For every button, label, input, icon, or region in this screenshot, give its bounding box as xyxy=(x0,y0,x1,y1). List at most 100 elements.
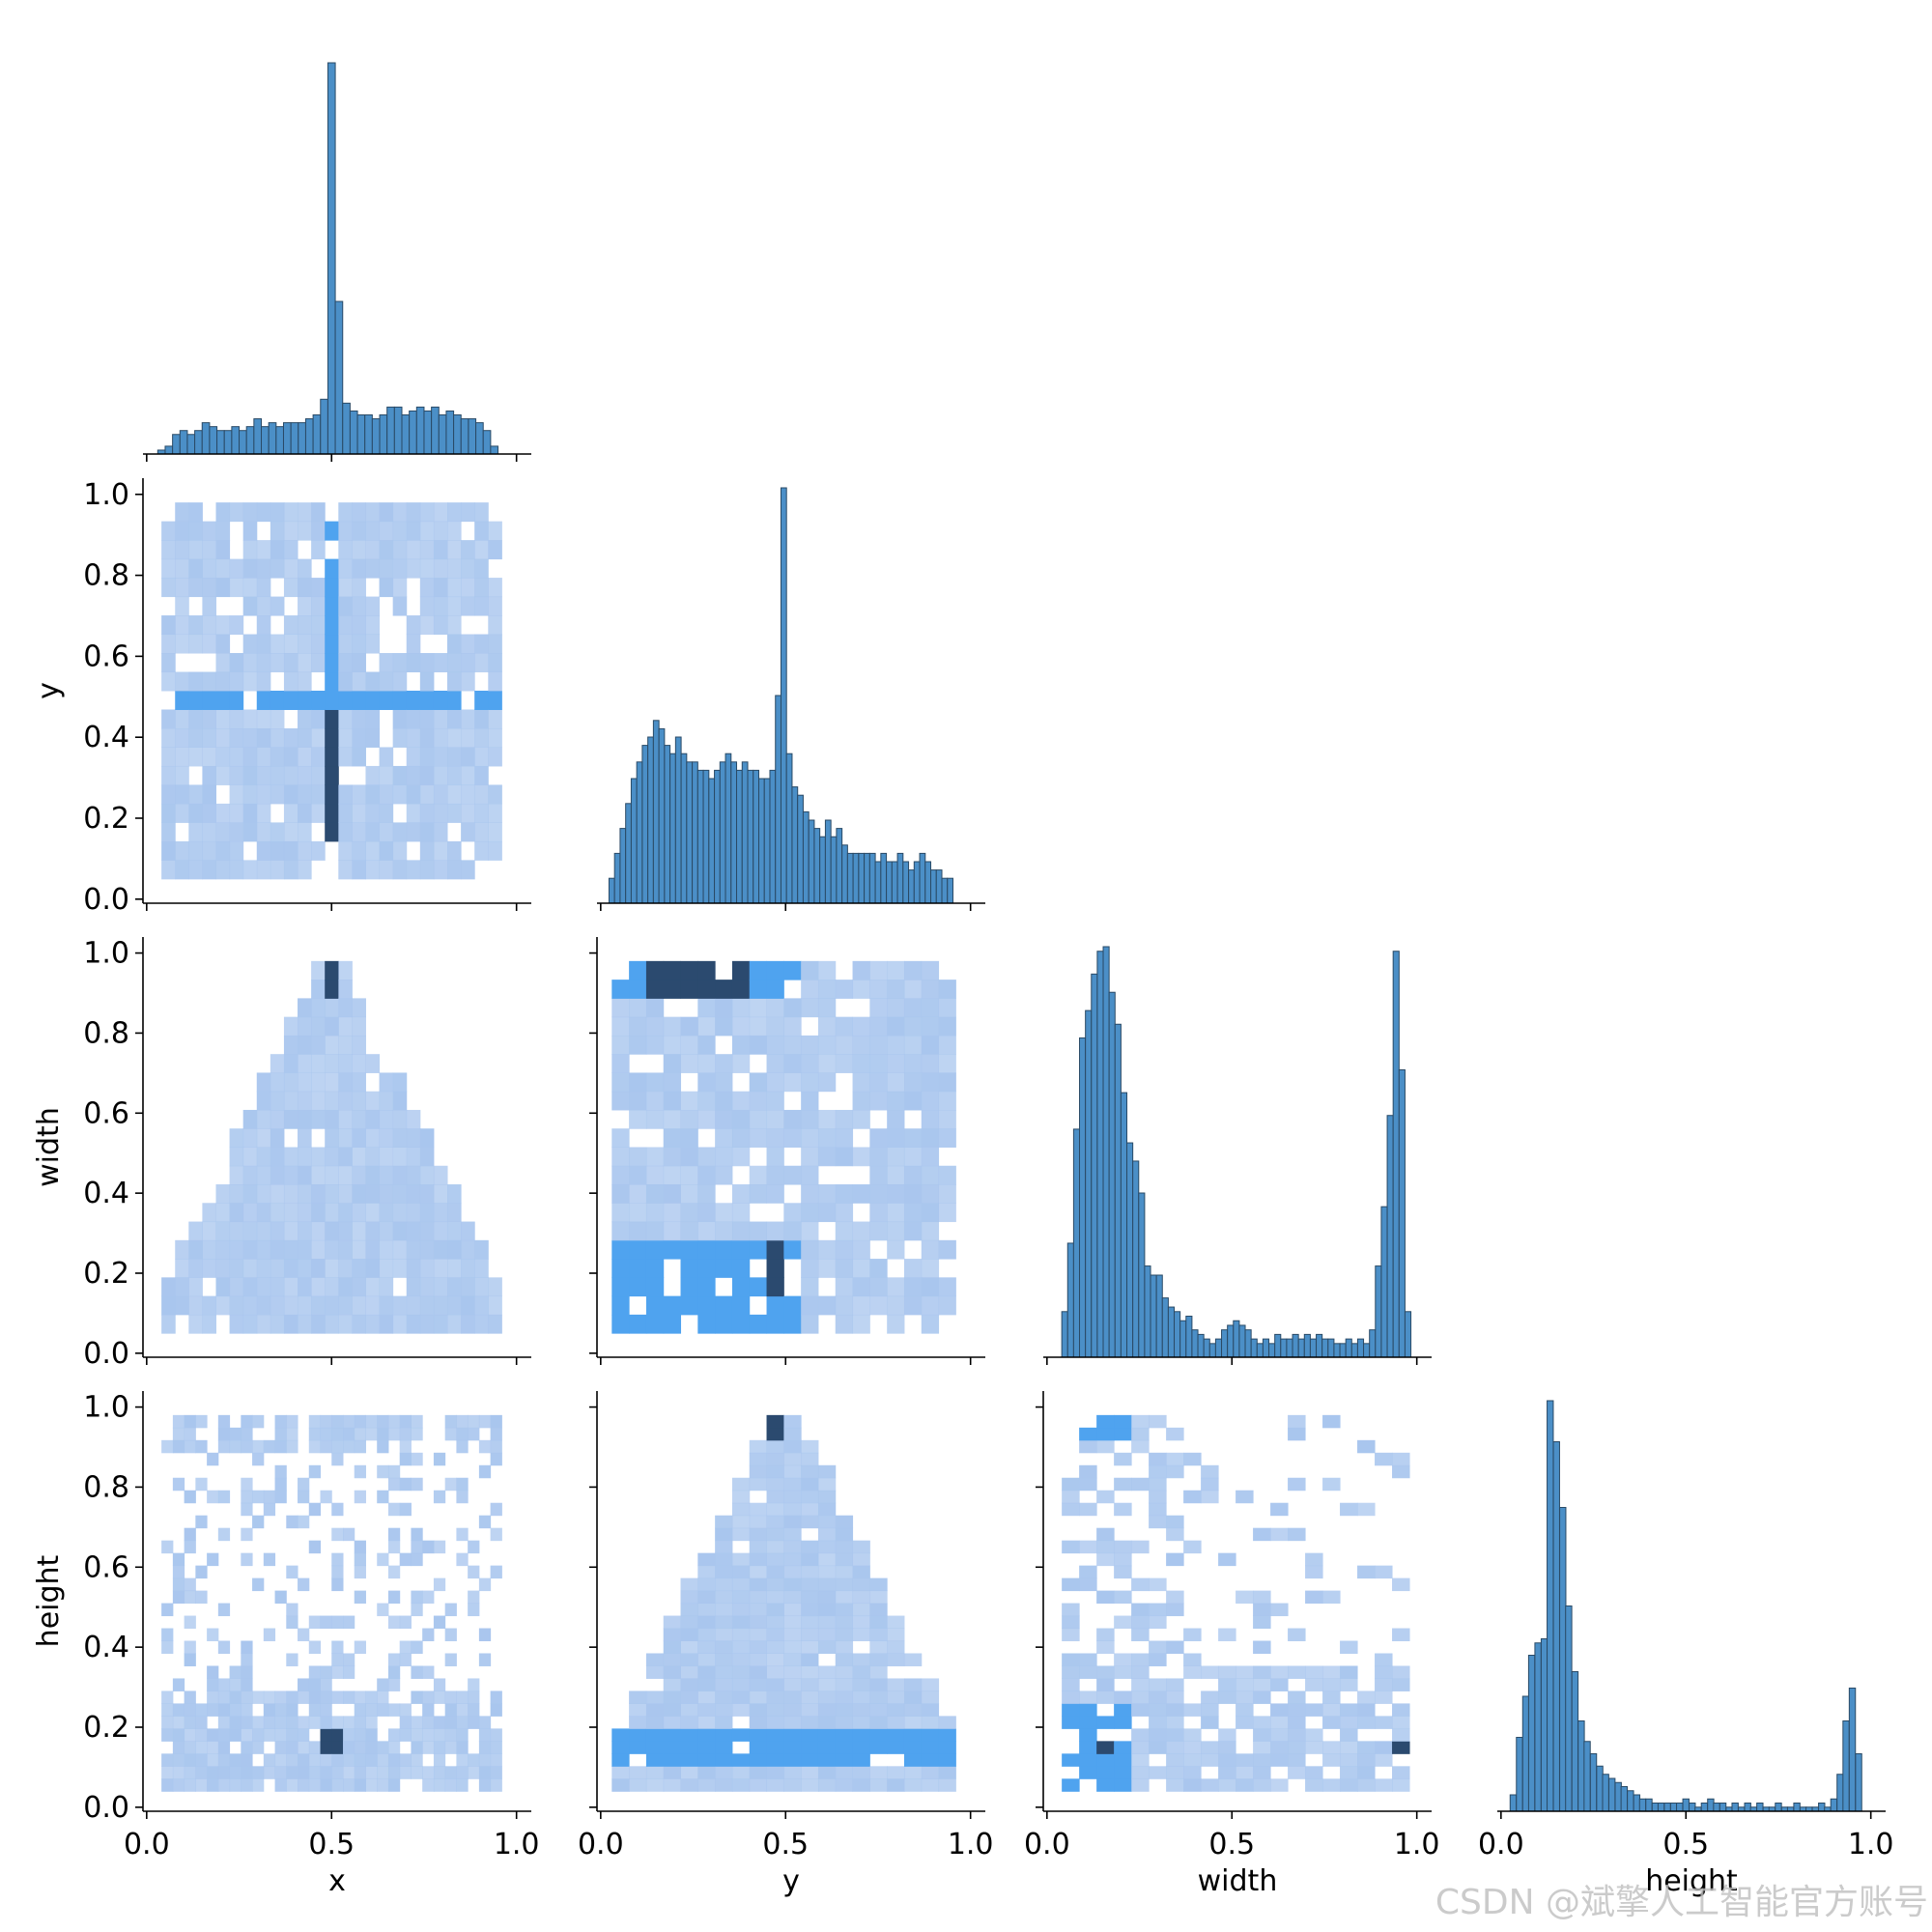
hist2d-cell-x-height xyxy=(331,1728,344,1742)
hist2d-cell-x-y xyxy=(256,653,271,673)
hist2d-cell-y-width xyxy=(852,1221,870,1241)
hist2d-cell-x-height xyxy=(387,1527,401,1542)
hist2d-cell-y-width xyxy=(663,1072,682,1093)
hist2d-cell-y-width xyxy=(938,1239,956,1260)
hist2d-cell-x-height xyxy=(478,1753,492,1767)
hist2d-cell-x-height xyxy=(354,1540,366,1554)
hist2d-cell-width-height xyxy=(1149,1615,1167,1630)
hist2d-cell-x-y xyxy=(338,540,353,560)
hist2d-cell-x-y xyxy=(488,822,502,842)
hist2d-cell-y-width xyxy=(869,998,888,1018)
hist2d-cell-x-height xyxy=(172,1427,185,1441)
hist2d-cell-x-y xyxy=(161,860,176,880)
hist-bar-y-10 xyxy=(664,745,671,904)
hist2d-cell-width-height xyxy=(1062,1603,1080,1617)
hist2d-cell-y-height xyxy=(783,1540,802,1554)
hist2d-cell-x-y xyxy=(419,578,435,598)
y-tick-label: 0.8 xyxy=(83,1016,129,1050)
hist2d-cell-x-height xyxy=(172,1565,185,1579)
hist-bar-x-6 xyxy=(201,422,211,455)
hist2d-cell-width-height xyxy=(1183,1665,1202,1679)
hist2d-cell-x-y xyxy=(202,521,216,541)
hist2d-cell-y-width xyxy=(629,1165,647,1185)
hist2d-cell-x-height xyxy=(263,1502,276,1517)
hist2d-cell-x-height xyxy=(422,1728,435,1742)
hist2d-cell-width-height xyxy=(1357,1716,1376,1729)
hist2d-cell-x-y xyxy=(270,765,285,785)
hist2d-cell-width-height xyxy=(1236,1766,1254,1779)
hist2d-cell-x-y xyxy=(175,502,189,523)
hist2d-cell-x-height xyxy=(377,1690,389,1704)
hist2d-cell-x-width xyxy=(406,1203,421,1223)
hist2d-cell-x-height xyxy=(377,1778,389,1792)
hist2d-cell-y-width xyxy=(697,1109,716,1129)
hist2d-cell-y-height xyxy=(817,1577,837,1592)
hist2d-cell-x-y xyxy=(488,615,502,636)
hist2d-cell-width-height xyxy=(1236,1678,1254,1691)
hist2d-cell-x-height xyxy=(331,1414,344,1429)
hist2d-cell-x-height xyxy=(331,1653,344,1666)
hist2d-cell-width-height xyxy=(1253,1741,1271,1754)
hist2d-cell-y-height xyxy=(887,1741,905,1754)
y-axis-label-width: width xyxy=(32,1107,66,1187)
hist2d-cell-x-y xyxy=(392,578,408,598)
hist2d-cell-x-y xyxy=(406,822,421,842)
hist-bar-x-26 xyxy=(349,410,358,455)
hist2d-cell-width-height xyxy=(1166,1464,1184,1479)
hist2d-cell-x-height xyxy=(387,1665,401,1679)
hist2d-cell-x-height xyxy=(456,1690,469,1704)
hist2d-cell-x-y xyxy=(365,860,381,880)
hist2d-cell-x-y xyxy=(229,671,244,692)
hist2d-cell-width-height xyxy=(1149,1678,1167,1691)
hist2d-cell-y-height xyxy=(887,1778,905,1792)
hist2d-cell-x-height xyxy=(387,1728,401,1742)
hist2d-cell-x-y xyxy=(298,578,312,598)
hist2d-cell-x-y xyxy=(242,558,258,579)
hist2d-cell-y-height xyxy=(731,1515,751,1529)
hist2d-cell-y-width xyxy=(801,1147,819,1167)
hist-bar-y-43 xyxy=(846,852,854,904)
hist2d-cell-x-y xyxy=(419,840,435,861)
y-tick-label: 0.4 xyxy=(83,1631,129,1664)
hist2d-cell-x-height xyxy=(444,1414,457,1429)
hist2d-cell-x-y xyxy=(161,822,176,842)
hist2d-cell-x-y xyxy=(161,540,176,560)
hist2d-cell-x-y xyxy=(488,747,502,767)
hist2d-cell-x-height xyxy=(184,1653,196,1666)
hist2d-cell-x-y xyxy=(474,653,489,673)
hist2d-cell-width-height xyxy=(1288,1741,1306,1754)
hist2d-cell-width-height xyxy=(1340,1741,1358,1754)
hist2d-cell-x-height xyxy=(377,1552,389,1567)
hist-bar-height-26 xyxy=(1669,1803,1678,1812)
hist2d-cell-x-y xyxy=(256,558,271,579)
hist2d-cell-x-width xyxy=(270,1054,285,1073)
hist-bar-y-33 xyxy=(791,786,799,904)
hist2d-cell-x-y xyxy=(175,596,189,616)
hist2d-cell-x-height xyxy=(217,1766,231,1779)
hist-bar-x-31 xyxy=(386,406,395,455)
hist2d-cell-x-height xyxy=(195,1703,208,1717)
hist2d-cell-y-width xyxy=(887,998,905,1018)
y-tick-label: 0.6 xyxy=(83,1550,129,1584)
hist2d-cell-width-height xyxy=(1270,1753,1289,1767)
hist2d-cell-y-width xyxy=(663,1295,682,1316)
hist2d-cell-y-width xyxy=(715,1203,733,1223)
hist2d-cell-x-width xyxy=(283,1239,298,1260)
hist-bar-x-9 xyxy=(223,430,233,455)
hist2d-cell-y-width xyxy=(869,1259,888,1278)
hist2d-cell-y-height xyxy=(766,1665,784,1679)
hist2d-cell-y-width xyxy=(835,1016,854,1037)
hist2d-cell-x-y xyxy=(406,615,421,636)
hist2d-cell-x-height xyxy=(195,1766,208,1779)
hist2d-cell-x-height xyxy=(342,1653,355,1666)
hist2d-cell-x-width xyxy=(352,1054,366,1073)
hist2d-cell-x-width xyxy=(270,1147,285,1167)
hist2d-cell-x-width xyxy=(461,1221,475,1241)
hist-bar-y-46 xyxy=(864,852,870,904)
hist2d-cell-x-height xyxy=(354,1565,366,1579)
hist2d-cell-width-height xyxy=(1392,1665,1410,1679)
hist2d-cell-x-width xyxy=(311,1147,326,1167)
hist2d-cell-y-height xyxy=(766,1427,784,1441)
hist2d-cell-y-width xyxy=(921,1277,940,1297)
hist2d-cell-x-height xyxy=(286,1753,298,1767)
